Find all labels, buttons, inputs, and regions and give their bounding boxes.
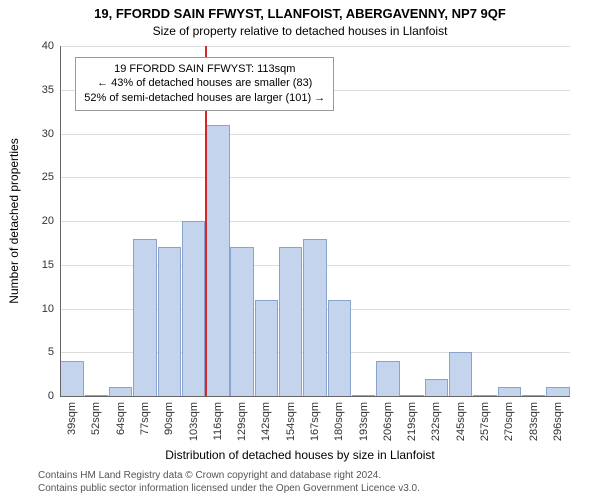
histogram-bar [109, 387, 132, 396]
x-axis-title: Distribution of detached houses by size … [0, 448, 600, 462]
x-tick-label: 245sqm [455, 402, 467, 441]
grid-line [60, 221, 570, 222]
x-tick-label: 116sqm [212, 402, 224, 440]
x-tick-label: 296sqm [552, 402, 564, 441]
x-tick-label: 232sqm [430, 402, 442, 441]
x-tick-label: 283sqm [528, 402, 540, 441]
x-tick-label: 180sqm [333, 402, 345, 441]
histogram-bar [449, 352, 472, 396]
grid-line [60, 134, 570, 135]
histogram-bar [158, 247, 181, 396]
histogram-bar [376, 361, 399, 396]
chart-container: 19, FFORDD SAIN FFWYST, LLANFOIST, ABERG… [0, 0, 600, 500]
grid-line [60, 177, 570, 178]
x-tick-label: 257sqm [479, 402, 491, 441]
histogram-bar [303, 239, 326, 397]
y-tick-label: 40 [14, 40, 54, 52]
plot-area: 19 FFORDD SAIN FFWYST: 113sqm← 43% of de… [60, 46, 570, 396]
footer-line-1: Contains HM Land Registry data © Crown c… [38, 470, 420, 483]
y-axis-line [60, 46, 61, 396]
x-tick-label: 129sqm [236, 402, 248, 441]
footer-line-2: Contains public sector information licen… [38, 483, 420, 496]
x-tick-label: 167sqm [309, 402, 321, 441]
x-tick-label: 52sqm [90, 402, 102, 435]
x-tick-label: 103sqm [188, 402, 200, 441]
x-tick-label: 270sqm [503, 402, 515, 441]
x-axis-line [60, 396, 570, 397]
histogram-bar [182, 221, 205, 396]
x-tick-label: 39sqm [66, 402, 78, 435]
x-tick-label: 142sqm [260, 402, 272, 441]
y-tick-label: 15 [14, 259, 54, 271]
histogram-bar [60, 361, 83, 396]
y-tick-label: 0 [14, 390, 54, 402]
x-tick-label: 90sqm [163, 402, 175, 435]
histogram-bar [498, 387, 521, 396]
y-tick-label: 25 [14, 171, 54, 183]
histogram-bar [279, 247, 302, 396]
histogram-bar [546, 387, 569, 396]
footer: Contains HM Land Registry data © Crown c… [38, 470, 420, 495]
y-tick-label: 35 [14, 84, 54, 96]
x-tick-label: 154sqm [285, 402, 297, 441]
histogram-bar [255, 300, 278, 396]
y-tick-label: 10 [14, 303, 54, 315]
title-sub: Size of property relative to detached ho… [0, 24, 600, 38]
histogram-bar [133, 239, 156, 397]
histogram-bar [206, 125, 229, 396]
x-tick-label: 219sqm [406, 402, 418, 441]
annotation-box: 19 FFORDD SAIN FFWYST: 113sqm← 43% of de… [75, 57, 334, 112]
title-main: 19, FFORDD SAIN FFWYST, LLANFOIST, ABERG… [0, 6, 600, 21]
grid-line [60, 46, 570, 47]
histogram-bar [230, 247, 253, 396]
y-tick-label: 30 [14, 128, 54, 140]
y-tick-label: 5 [14, 346, 54, 358]
x-tick-label: 77sqm [139, 402, 151, 435]
x-tick-label: 64sqm [115, 402, 127, 435]
annotation-line: 52% of semi-detached houses are larger (… [84, 91, 325, 106]
annotation-line: ← 43% of detached houses are smaller (83… [84, 76, 325, 91]
y-tick-label: 20 [14, 215, 54, 227]
annotation-line: 19 FFORDD SAIN FFWYST: 113sqm [84, 62, 325, 77]
x-tick-label: 193sqm [358, 402, 370, 441]
x-tick-label: 206sqm [382, 402, 394, 441]
histogram-bar [425, 379, 448, 397]
histogram-bar [328, 300, 351, 396]
